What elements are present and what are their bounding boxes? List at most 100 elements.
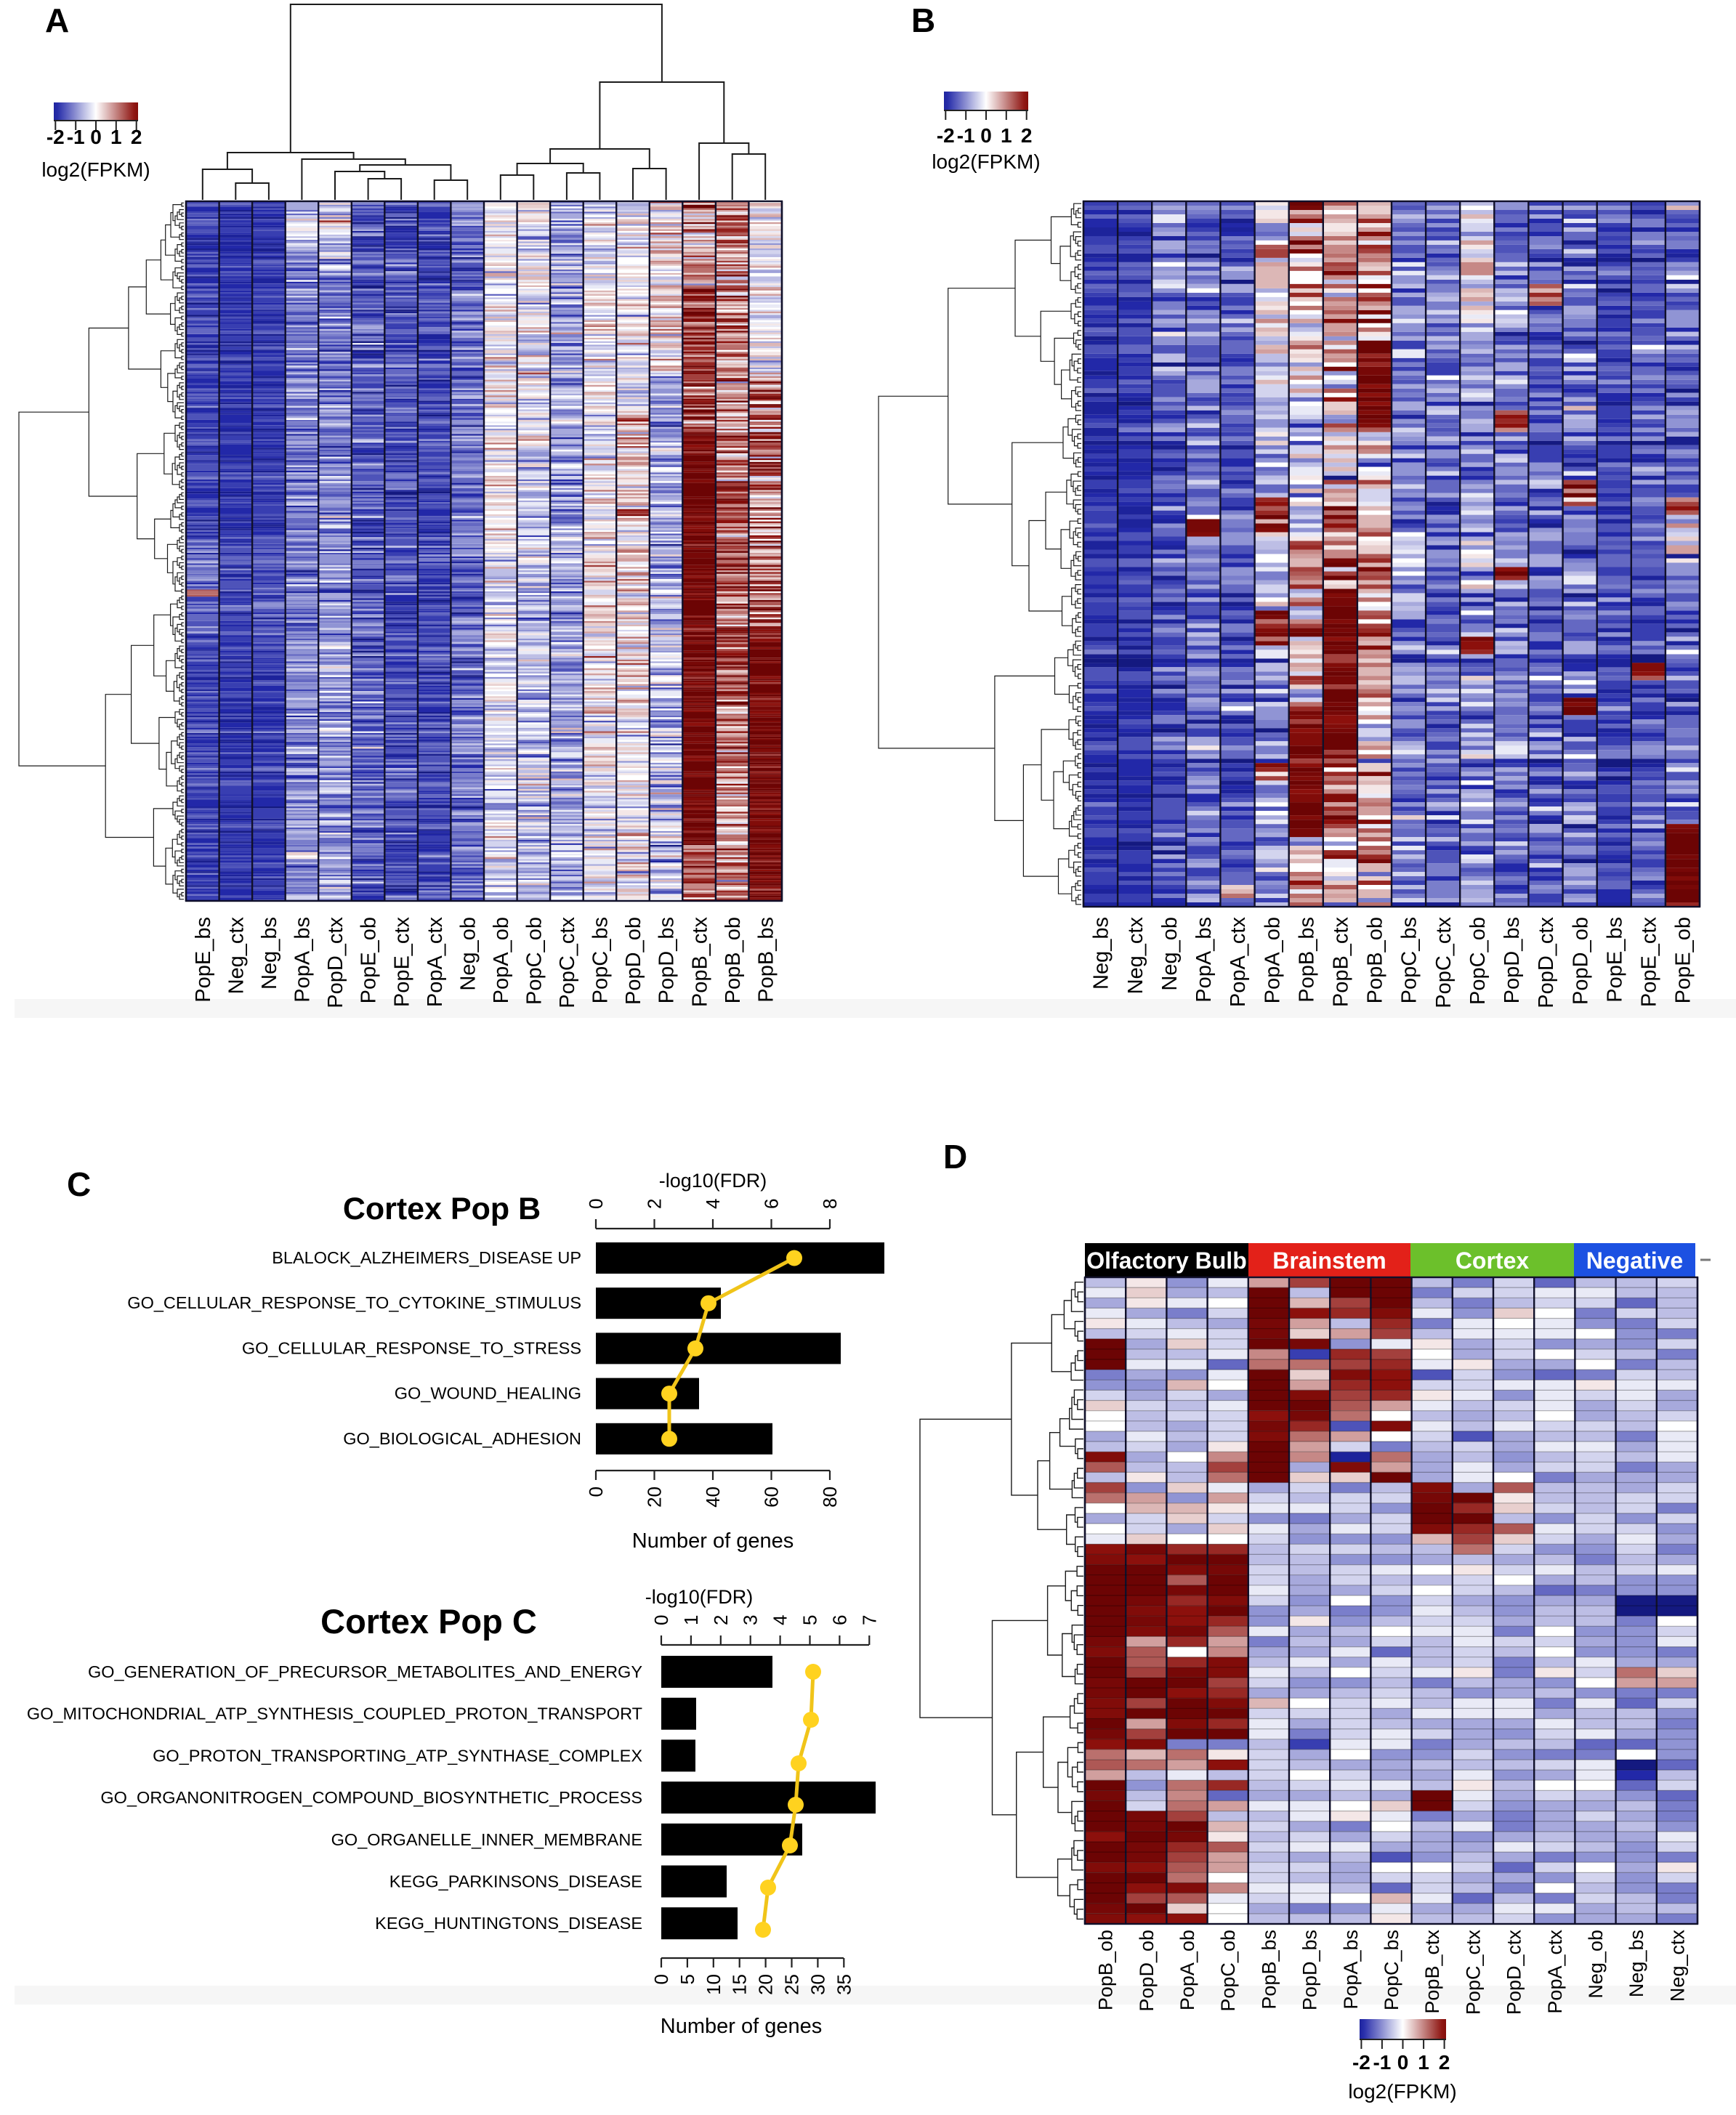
svg-text:Cortex Pop B: Cortex Pop B <box>343 1192 541 1226</box>
svg-text:PopA_ob: PopA_ob <box>1261 917 1284 1003</box>
svg-text:A: A <box>45 1 69 39</box>
svg-text:KEGG_PARKINSONS_DISEASE: KEGG_PARKINSONS_DISEASE <box>389 1872 642 1891</box>
svg-text:60: 60 <box>761 1487 783 1508</box>
svg-text:0: 0 <box>1397 2051 1409 2074</box>
svg-text:4: 4 <box>770 1615 791 1625</box>
svg-text:PopD_bs: PopD_bs <box>1299 1930 1321 2010</box>
svg-text:PopA_bs: PopA_bs <box>1340 1930 1362 2010</box>
svg-text:-1: -1 <box>957 124 975 147</box>
svg-text:log2(FPKM): log2(FPKM) <box>1348 2080 1456 2103</box>
svg-text:Cortex: Cortex <box>1456 1247 1530 1274</box>
svg-text:2: 2 <box>131 126 142 148</box>
svg-text:PopC_bs: PopC_bs <box>1398 917 1421 1003</box>
svg-text:8: 8 <box>819 1199 841 1209</box>
svg-text:7: 7 <box>858 1615 880 1625</box>
svg-text:PopA_ctx: PopA_ctx <box>424 917 447 1008</box>
svg-text:0: 0 <box>980 124 992 147</box>
svg-text:5: 5 <box>677 1974 698 1984</box>
svg-text:KEGG_HUNTINGTONS_DISEASE: KEGG_HUNTINGTONS_DISEASE <box>375 1914 642 1933</box>
svg-text:PopE_ctx: PopE_ctx <box>1638 917 1661 1008</box>
svg-text:GO_ORGANELLE_INNER_MEMBRANE: GO_ORGANELLE_INNER_MEMBRANE <box>331 1830 642 1849</box>
svg-text:6: 6 <box>828 1615 850 1625</box>
svg-text:log2(FPKM): log2(FPKM) <box>41 158 150 181</box>
svg-text:PopE_ob: PopE_ob <box>358 917 381 1003</box>
svg-text:Neg_ob: Neg_ob <box>1158 917 1182 991</box>
svg-text:PopA_ob: PopA_ob <box>1176 1930 1198 2010</box>
svg-text:Negative: Negative <box>1586 1247 1683 1274</box>
svg-text:Neg_bs: Neg_bs <box>1090 917 1113 990</box>
svg-text:6: 6 <box>761 1199 783 1209</box>
svg-text:PopC_ob: PopC_ob <box>523 917 546 1005</box>
svg-text:PopA_ob: PopA_ob <box>490 917 513 1003</box>
svg-text:PopC_ob: PopC_ob <box>1466 917 1490 1005</box>
svg-text:PopB_bs: PopB_bs <box>1258 1930 1280 2010</box>
svg-text:PopC_ctx: PopC_ctx <box>1462 1930 1484 2015</box>
svg-text:PopD_ctx: PopD_ctx <box>1503 1930 1525 2015</box>
svg-text:2: 2 <box>1439 2051 1450 2074</box>
svg-text:PopE_ob: PopE_ob <box>1672 917 1695 1003</box>
svg-text:PopB_bs: PopB_bs <box>754 917 778 1003</box>
svg-text:Neg_ob: Neg_ob <box>1585 1930 1607 1999</box>
svg-text:PopE_bs: PopE_bs <box>1603 917 1626 1003</box>
svg-text:PopC_bs: PopC_bs <box>1381 1930 1402 2010</box>
svg-text:Olfactory Bulb: Olfactory Bulb <box>1086 1247 1246 1274</box>
svg-text:GO_ORGANONITROGEN_COMPOUND_BIO: GO_ORGANONITROGEN_COMPOUND_BIOSYNTHETIC_… <box>100 1788 642 1807</box>
svg-text:GO_CELLULAR_RESPONSE_TO_STRESS: GO_CELLULAR_RESPONSE_TO_STRESS <box>242 1338 581 1357</box>
svg-text:C: C <box>67 1165 91 1203</box>
svg-text:PopD_ob: PopD_ob <box>622 917 645 1005</box>
svg-text:30: 30 <box>807 1974 828 1995</box>
svg-text:PopB_ctx: PopB_ctx <box>1330 917 1353 1008</box>
svg-text:GO_MITOCHONDRIAL_ATP_SYNTHESIS: GO_MITOCHONDRIAL_ATP_SYNTHESIS_COUPLED_P… <box>27 1704 642 1723</box>
svg-text:PopE_ctx: PopE_ctx <box>390 917 413 1008</box>
svg-text:PopD_ctx: PopD_ctx <box>324 917 347 1008</box>
svg-text:Brainstem: Brainstem <box>1272 1247 1386 1274</box>
svg-text:1: 1 <box>680 1615 702 1625</box>
svg-text:Neg_bs: Neg_bs <box>1626 1930 1647 1997</box>
svg-text:40: 40 <box>702 1487 724 1508</box>
svg-text:0: 0 <box>585 1487 607 1497</box>
svg-text:-1: -1 <box>1373 2051 1391 2074</box>
svg-text:-2: -2 <box>47 126 65 148</box>
svg-text:20: 20 <box>755 1974 777 1995</box>
svg-text:GO_PROTON_TRANSPORTING_ATP_SYN: GO_PROTON_TRANSPORTING_ATP_SYNTHASE_COMP… <box>153 1746 642 1765</box>
svg-text:Neg_ctx: Neg_ctx <box>1124 917 1147 995</box>
svg-text:1: 1 <box>1001 124 1012 147</box>
svg-text:PopC_ctx: PopC_ctx <box>556 917 579 1008</box>
svg-text:PopA_bs: PopA_bs <box>291 917 315 1003</box>
svg-text:PopD_ob: PopD_ob <box>1136 1930 1158 2012</box>
svg-text:4: 4 <box>702 1199 724 1209</box>
svg-text:-2: -2 <box>1352 2051 1370 2074</box>
svg-text:20: 20 <box>644 1487 666 1508</box>
svg-text:Neg_ctx: Neg_ctx <box>1666 1930 1688 2002</box>
svg-text:GO_WOUND_HEALING: GO_WOUND_HEALING <box>395 1384 581 1403</box>
svg-text:log2(FPKM): log2(FPKM) <box>932 150 1040 173</box>
svg-text:35: 35 <box>833 1974 855 1995</box>
svg-text:D: D <box>943 1138 967 1176</box>
svg-text:-log10(FDR): -log10(FDR) <box>645 1586 754 1608</box>
svg-text:PopC_bs: PopC_bs <box>589 917 613 1003</box>
svg-text:5: 5 <box>799 1615 821 1625</box>
svg-text:2: 2 <box>1021 124 1033 147</box>
svg-text:Neg_bs: Neg_bs <box>258 917 281 990</box>
svg-text:PopD_bs: PopD_bs <box>655 917 679 1003</box>
svg-text:25: 25 <box>781 1974 803 1995</box>
svg-text:PopD_ctx: PopD_ctx <box>1535 917 1558 1008</box>
svg-text:1: 1 <box>1418 2051 1429 2074</box>
svg-text:PopA_ctx: PopA_ctx <box>1227 917 1250 1008</box>
svg-text:PopB_ob: PopB_ob <box>722 917 745 1003</box>
svg-text:Neg_ctx: Neg_ctx <box>225 917 249 995</box>
svg-text:0: 0 <box>585 1199 607 1209</box>
svg-text:PopC_ctx: PopC_ctx <box>1432 917 1456 1008</box>
svg-text:0: 0 <box>650 1974 672 1984</box>
svg-text:PopD_bs: PopD_bs <box>1501 917 1524 1003</box>
svg-text:2: 2 <box>644 1199 666 1209</box>
svg-text:Number of genes: Number of genes <box>661 2015 822 2038</box>
svg-text:15: 15 <box>729 1974 751 1995</box>
svg-text:PopB_ob: PopB_ob <box>1095 1930 1117 2010</box>
svg-text:Neg_ob: Neg_ob <box>456 917 480 991</box>
svg-text:10: 10 <box>703 1974 724 1995</box>
svg-text:80: 80 <box>819 1487 841 1508</box>
svg-text:3: 3 <box>740 1615 762 1625</box>
svg-text:Number of genes: Number of genes <box>632 1529 794 1553</box>
svg-text:PopC_ob: PopC_ob <box>1217 1930 1239 2012</box>
